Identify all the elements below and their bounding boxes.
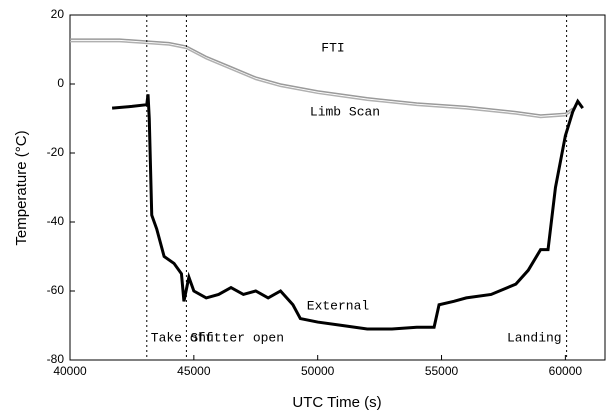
y-tick-label: -60 xyxy=(47,283,65,297)
series-line xyxy=(111,94,584,331)
y-tick-label: 20 xyxy=(51,7,65,21)
series-label: FTI xyxy=(321,40,344,55)
plot-frame xyxy=(69,14,606,361)
series-line xyxy=(70,40,574,119)
series-label: External xyxy=(307,298,370,313)
y-tick-label: -80 xyxy=(47,352,65,366)
x-tick-label: 45000 xyxy=(177,364,211,378)
y-axis-label: Temperature (°C) xyxy=(13,130,30,245)
event-label: Take off xyxy=(151,330,213,345)
event-label: Landing xyxy=(507,330,562,345)
y-tick-label: -20 xyxy=(47,145,65,159)
x-tick-label: 60000 xyxy=(549,364,583,378)
x-tick-label: 55000 xyxy=(425,364,459,378)
series-line xyxy=(70,38,574,116)
x-tick-label: 50000 xyxy=(301,364,335,378)
y-tick-label: -40 xyxy=(47,214,65,228)
x-tick-label: 40000 xyxy=(53,364,87,378)
event-label: Shutter open xyxy=(190,330,284,345)
y-tick-label: 0 xyxy=(57,76,64,90)
x-axis-label: UTC Time (s) xyxy=(292,394,381,411)
series-label: Limb Scan xyxy=(310,104,380,119)
